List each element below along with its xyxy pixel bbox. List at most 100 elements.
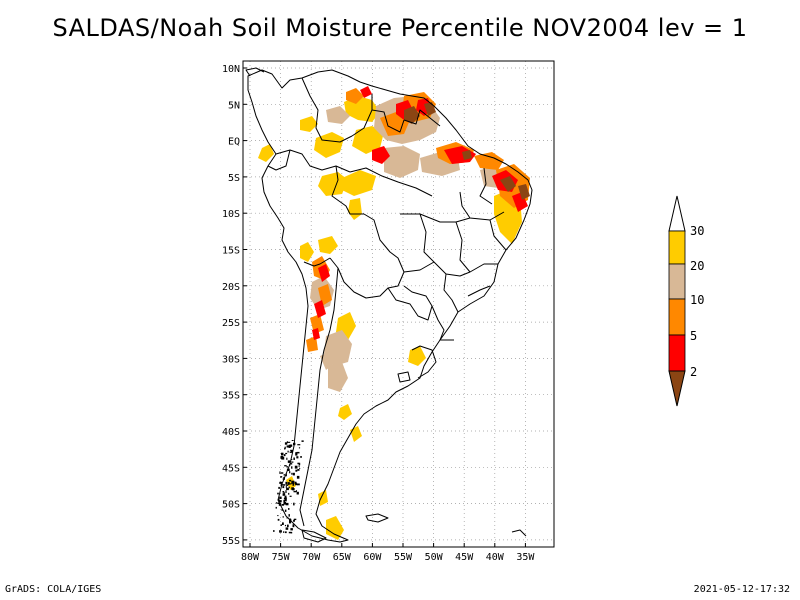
island-speck	[285, 481, 288, 485]
island-speck	[297, 444, 301, 446]
island-speck	[289, 451, 293, 453]
island-speck	[291, 480, 295, 482]
island-speck	[295, 452, 298, 456]
island-speck	[283, 500, 287, 502]
lon-label: 50W	[425, 552, 444, 563]
lon-label: 55W	[394, 552, 413, 563]
lat-label: 45S	[222, 463, 240, 474]
lat-label: 20S	[222, 282, 240, 293]
border-venezuela-guyana	[351, 94, 373, 137]
island-speck	[282, 493, 286, 496]
island-speck	[286, 445, 289, 448]
island-speck	[295, 482, 297, 484]
border-brazil-north	[349, 167, 433, 197]
border-peru-chile	[303, 257, 331, 267]
island-speck	[289, 464, 291, 467]
island-speck	[275, 502, 277, 504]
colorbar-swatch-10-20	[668, 263, 686, 300]
island-speck	[286, 466, 288, 468]
island-speck	[283, 474, 286, 476]
island-speck	[286, 517, 289, 519]
island-speck	[284, 498, 287, 502]
colorbar-bottom-arrow	[668, 370, 686, 407]
island-speck	[285, 495, 287, 499]
footer-credit: GrADS: COLA/IGES	[5, 584, 102, 595]
border-ecuador	[267, 149, 291, 171]
island-speck	[280, 455, 284, 459]
island-speck	[298, 462, 301, 466]
map-title: SALDAS/Noah Soil Moisture Percentile NOV…	[52, 14, 748, 42]
island-speck	[292, 488, 295, 491]
island-speck	[283, 498, 286, 500]
island-speck	[282, 491, 285, 493]
island-speck	[288, 531, 292, 534]
island-speck	[297, 469, 300, 471]
colorbar-label-20: 20	[690, 259, 704, 273]
island-speck	[290, 532, 293, 534]
island-speck	[289, 444, 293, 447]
island-speck	[289, 520, 292, 524]
shading-below-2	[404, 102, 530, 200]
island-speck	[283, 492, 285, 495]
colorbar-swatch-5-10	[668, 298, 686, 336]
island-speck	[286, 441, 288, 443]
island-speck	[295, 483, 298, 486]
island-speck	[292, 472, 295, 476]
lat-label: 35S	[222, 391, 240, 402]
island-speck	[281, 504, 285, 506]
colorbar: 30 20 10 5 2	[668, 195, 704, 407]
island-speck	[278, 500, 282, 503]
island-speck	[288, 482, 290, 485]
island-speck	[288, 492, 290, 495]
island-speck	[297, 462, 300, 465]
lat-label: 30S	[222, 354, 240, 365]
lat-label: 10S	[222, 209, 240, 220]
island-speck	[281, 508, 283, 511]
island-speck	[295, 490, 297, 492]
island-speck	[301, 440, 304, 442]
island-speck	[278, 502, 282, 504]
lat-label: 15S	[222, 246, 240, 257]
island-speck	[294, 465, 298, 469]
island-speck	[290, 449, 293, 451]
colorbar-swatch-2-5	[668, 334, 686, 372]
island-speck	[283, 476, 285, 480]
colorbar-label-5: 5	[690, 329, 697, 343]
island-speck	[293, 457, 295, 460]
island-speck	[284, 465, 287, 467]
lat-label: 40S	[222, 427, 240, 438]
island-speck	[280, 524, 282, 526]
island-speck	[285, 490, 287, 493]
tierra-del-fuego	[301, 529, 327, 543]
island-speck	[291, 466, 293, 469]
island-speck	[286, 484, 289, 486]
lat-label: 5N	[228, 100, 240, 111]
island-speck	[290, 459, 293, 460]
island-speck	[283, 502, 287, 505]
island-speck	[280, 476, 283, 478]
island-speck	[278, 503, 281, 506]
island-speck	[285, 531, 287, 534]
lon-label: 60W	[363, 552, 382, 563]
island-speck	[279, 496, 282, 499]
percentile-shading	[258, 86, 530, 540]
island-speck	[289, 479, 292, 482]
longitude-labels: 80W 75W 70W 65W 60W 55W 50W 45W 40W 35W	[241, 543, 535, 563]
lon-label: 45W	[455, 552, 474, 563]
island-speck	[290, 463, 293, 465]
island-speck	[293, 442, 296, 446]
island-speck	[293, 518, 297, 521]
colorbar-top-arrow	[668, 195, 686, 232]
lat-label: 50S	[222, 500, 240, 511]
country-borders	[245, 67, 533, 543]
island-speck	[296, 456, 299, 459]
island-speck	[295, 452, 299, 454]
map-frame	[242, 60, 555, 548]
island-speck	[294, 481, 297, 484]
lon-label: 65W	[333, 552, 352, 563]
island-speck	[300, 456, 302, 458]
colorbar-swatch-20-30	[668, 230, 686, 265]
lat-label: 55S	[222, 536, 240, 547]
border-chile-argentina	[299, 267, 339, 527]
